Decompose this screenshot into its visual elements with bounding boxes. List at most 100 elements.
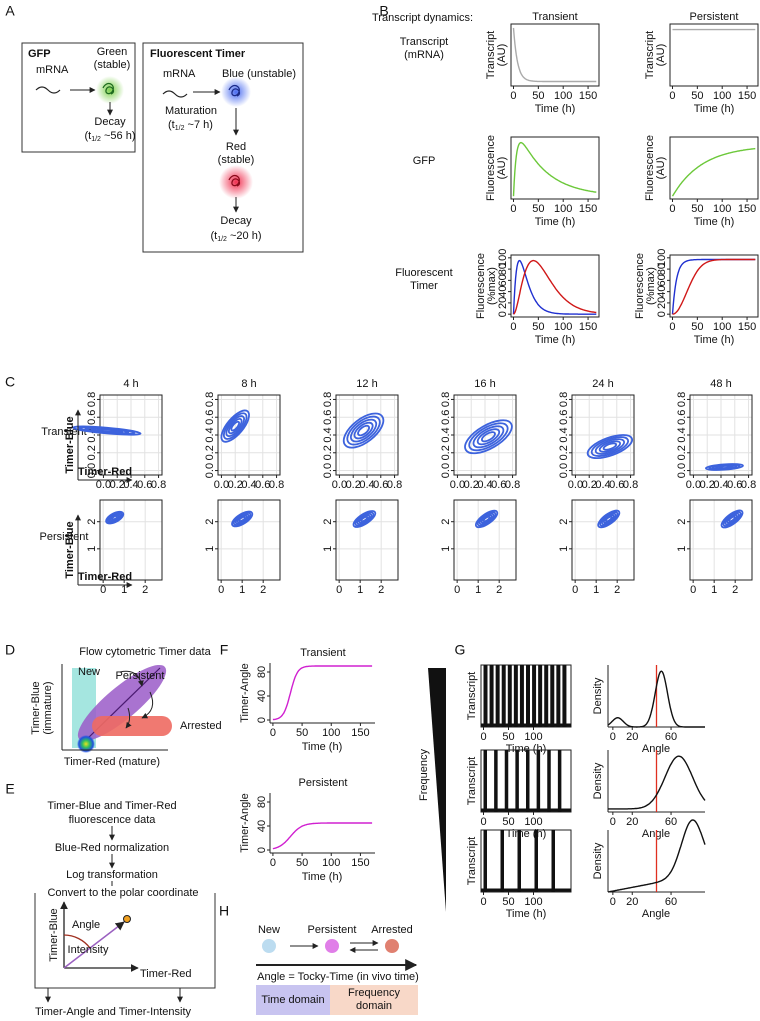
- contour: [597, 509, 621, 529]
- x-tick-label: 0: [572, 584, 578, 596]
- x-tick-label: 1: [357, 584, 363, 596]
- x-tick-label: 50: [502, 816, 514, 828]
- y-tick-label: 0.4: [204, 427, 216, 442]
- pulse: [532, 665, 537, 727]
- y-tick-label: 1: [558, 546, 570, 552]
- y-tick-label: 80: [656, 263, 668, 275]
- label: Persistent: [116, 670, 165, 682]
- contour: [480, 431, 496, 443]
- x-tick-label: 1: [711, 584, 717, 596]
- x-tick-label: 0.4: [477, 479, 492, 491]
- x-tick-label: 0.6: [137, 479, 152, 491]
- row-label: Transcript: [400, 36, 449, 48]
- x-tick-label: 0.6: [255, 479, 270, 491]
- y-axis-label: Density: [592, 842, 604, 879]
- column-title: Persistent: [690, 11, 739, 23]
- contour: [220, 409, 250, 443]
- pulse: [562, 665, 567, 727]
- x-tick-label: 0: [510, 203, 516, 215]
- x-axis-label: Time (h): [506, 908, 547, 920]
- label: Red: [226, 141, 246, 153]
- y-tick-label: 2: [204, 519, 216, 525]
- y-tick-label: 0.4: [676, 427, 688, 442]
- y-axis-label: Fluorescence: [634, 253, 646, 319]
- pulse: [534, 830, 538, 892]
- x-tick-label: 150: [579, 321, 597, 333]
- contour: [342, 412, 385, 449]
- x-tick-label: 0.8: [387, 479, 402, 491]
- x-tick-label: 100: [322, 727, 340, 739]
- y-tick-label: 0.0: [322, 463, 334, 478]
- x-axis-label: Timer-Red: [78, 466, 132, 478]
- x-tick-label: 0.4: [241, 479, 256, 491]
- panel-label: E: [5, 781, 14, 797]
- x-tick-label: 2: [142, 584, 148, 596]
- persistent-dot: [325, 939, 339, 953]
- y-axis-label: (%max): [645, 267, 657, 305]
- row-label: GFP: [413, 155, 436, 167]
- y-tick-label: 0.4: [558, 427, 570, 442]
- x-tick-label: 0: [218, 584, 224, 596]
- contour: [346, 415, 381, 446]
- curve: [272, 822, 373, 850]
- label: Frequency: [348, 987, 400, 999]
- panel-label: F: [220, 642, 229, 658]
- y-tick-label: 0.8: [204, 392, 216, 407]
- pulse: [557, 750, 562, 812]
- pulse: [483, 750, 487, 812]
- x-tick-label: 0.8: [741, 479, 756, 491]
- label: Angle: [72, 919, 100, 931]
- y-axis-label: Timer-Blue: [64, 521, 76, 578]
- x-axis-label: Time (h): [535, 216, 576, 228]
- y-tick-label: 0.8: [440, 392, 452, 407]
- x-tick-label: 150: [579, 203, 597, 215]
- curve: [607, 819, 706, 893]
- x-axis-label: Time (h): [302, 741, 343, 753]
- pulse: [507, 665, 512, 727]
- x-tick-label: 60: [665, 816, 677, 828]
- curve: [272, 665, 373, 721]
- y-tick-label: 1: [322, 546, 334, 552]
- y-tick-label: 0.2: [86, 445, 98, 460]
- y-tick-label: 0.6: [204, 410, 216, 425]
- y-tick-label: 60: [656, 274, 668, 286]
- y-tick-label: 0.8: [86, 392, 98, 407]
- y-tick-label: 0.6: [86, 410, 98, 425]
- row-label: (mRNA): [404, 49, 444, 61]
- contour: [482, 515, 491, 523]
- x-tick-label: 20: [626, 731, 638, 743]
- y-tick-label: 100: [656, 249, 668, 267]
- panel-label: G: [455, 642, 466, 658]
- x-tick-label: 100: [713, 321, 731, 333]
- x-tick-label: 100: [322, 857, 340, 869]
- x-axis-label: Time (h): [694, 103, 735, 115]
- mrna-icon: [35, 86, 61, 94]
- y-axis-label: Transcript: [485, 31, 497, 80]
- y-tick-label: 0.2: [676, 445, 688, 460]
- x-tick-label: 0.0: [332, 479, 347, 491]
- label: domain: [356, 1000, 392, 1012]
- pulse: [526, 665, 530, 727]
- plot-frame: [510, 23, 600, 87]
- pulse: [515, 750, 519, 812]
- contour: [468, 422, 509, 452]
- y-tick-label: 40: [256, 820, 268, 832]
- y-axis-label: (AU): [655, 157, 667, 180]
- contour: [718, 465, 731, 469]
- contour: [349, 418, 378, 443]
- plot-frame: [335, 499, 399, 581]
- pulse: [483, 665, 488, 727]
- pulse: [489, 665, 494, 727]
- y-tick-label: 0.0: [676, 463, 688, 478]
- y-tick-label: 0.0: [204, 463, 216, 478]
- arrow: [125, 707, 132, 729]
- x-tick-label: 50: [691, 203, 703, 215]
- x-tick-label: 2: [614, 584, 620, 596]
- plot-frame: [669, 23, 759, 87]
- blue-fold: [228, 84, 241, 97]
- column-title: 24 h: [592, 378, 613, 390]
- x-tick-label: 0: [610, 896, 616, 908]
- x-tick-label: 20: [626, 896, 638, 908]
- x-tick-label: 0.6: [609, 479, 624, 491]
- label: Intensity: [68, 944, 109, 956]
